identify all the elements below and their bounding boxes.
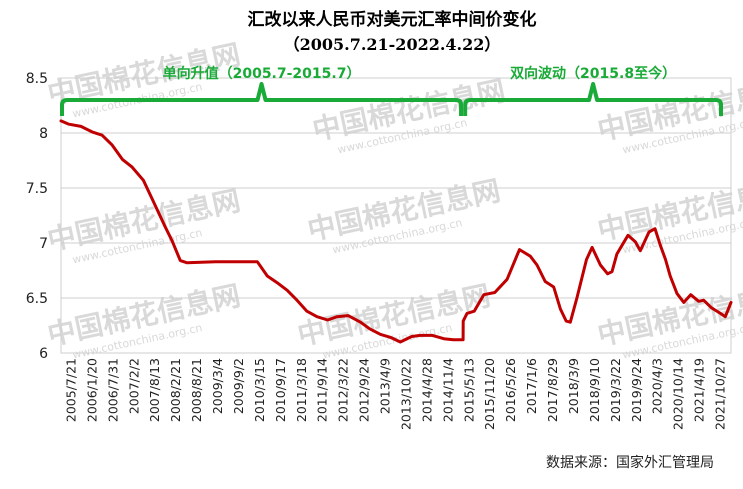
y-tick-label: 6 <box>39 346 48 362</box>
x-tick-label: 2012/3/22 <box>336 358 351 422</box>
period-annotations: 单向升值（2005.7-2015.7） 双向波动（2015.8至今） <box>60 65 723 116</box>
x-tick-label: 2021/10/27 <box>713 358 728 430</box>
x-axis-ticks: 2005/7/21 2006/1/20 2006/7/31 2007/2/2 2007/… <box>63 358 727 430</box>
x-tick-label: 2006/1/20 <box>84 358 99 422</box>
x-tick-label: 2018/9/10 <box>587 358 602 422</box>
x-tick-label: 2010/9/17 <box>273 358 288 422</box>
x-tick-label: 2012/9/24 <box>357 358 372 422</box>
chart-subtitle: （2005.7.21-2022.4.22） <box>284 35 501 54</box>
y-tick-label: 8 <box>39 126 48 142</box>
x-tick-label: 2010/3/15 <box>252 358 267 422</box>
x-tick-label: 2011/9/14 <box>315 358 330 422</box>
y-axis-ticks: 6 6.5 7 7.5 8 8.5 <box>26 71 48 362</box>
x-tick-label: 2005/7/21 <box>63 358 78 422</box>
x-tick-label: 2007/8/13 <box>147 358 162 422</box>
x-tick-label: 2009/9/2 <box>231 358 246 414</box>
x-tick-label: 2006/7/31 <box>105 358 120 422</box>
x-tick-label: 2014/11/4 <box>440 358 455 422</box>
annotation-label: 双向波动（2015.8至今） <box>510 65 676 82</box>
x-tick-label: 2013/10/22 <box>398 358 413 430</box>
x-tick-label: 2015/11/20 <box>482 358 497 430</box>
x-tick-label: 2011/3/18 <box>294 358 309 422</box>
annotation-brace <box>463 82 723 116</box>
chart-title: 汇改以来人民币对美元汇率中间价变化 <box>248 9 537 30</box>
x-tick-label: 2020/4/3 <box>650 358 665 414</box>
x-tick-label: 2017/8/29 <box>545 358 560 422</box>
y-tick-label: 7.5 <box>26 181 48 197</box>
y-tick-label: 7 <box>39 236 48 252</box>
x-tick-label: 2008/8/21 <box>189 358 204 422</box>
y-tick-label: 6.5 <box>26 291 48 307</box>
x-tick-label: 2019/9/24 <box>629 358 644 422</box>
x-tick-label: 2021/4/19 <box>692 358 707 422</box>
x-tick-label: 2007/2/2 <box>126 358 141 414</box>
annotation-label: 单向升值（2005.7-2015.7） <box>163 65 361 82</box>
x-tick-label: 2018/3/9 <box>566 358 581 414</box>
y-tick-label: 8.5 <box>26 71 48 87</box>
x-tick-label: 2016/5/26 <box>503 358 518 422</box>
annotation-brace <box>60 82 464 116</box>
x-tick-label: 2013/4/9 <box>378 358 393 414</box>
x-tick-label: 2019/3/22 <box>608 358 623 422</box>
x-tick-label: 2020/10/14 <box>671 358 686 430</box>
series-line-usd-cny <box>59 119 733 344</box>
x-tick-label: 2009/3/4 <box>210 358 225 414</box>
x-tick-label: 2014/4/28 <box>419 358 434 422</box>
x-tick-label: 2017/1/6 <box>524 358 539 414</box>
data-source: 数据来源：国家外汇管理局 <box>546 454 714 471</box>
x-tick-label: 2008/2/21 <box>168 358 183 422</box>
x-tick-label: 2015/5/13 <box>461 358 476 422</box>
